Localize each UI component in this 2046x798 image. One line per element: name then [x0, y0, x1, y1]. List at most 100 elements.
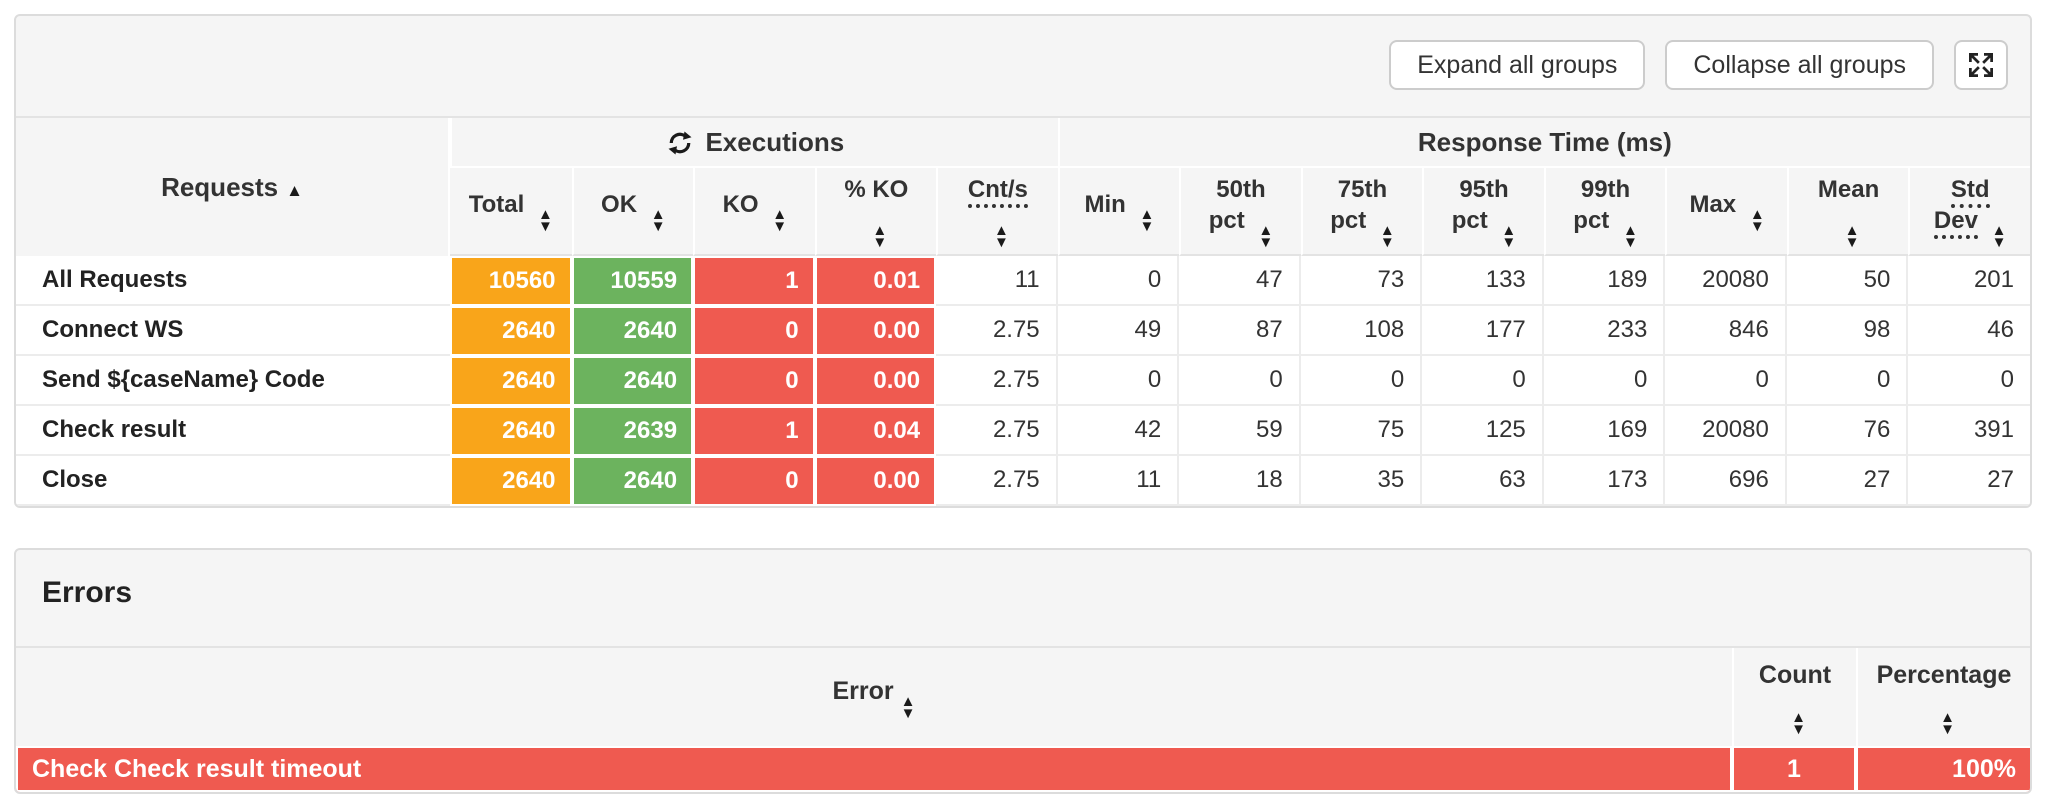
- stat-cell-p75: 73: [1300, 256, 1423, 306]
- stat-cell-max: 0: [1665, 356, 1787, 406]
- stat-cell-cnt_s: 2.75: [936, 406, 1058, 456]
- toolbar: Expand all groups Collapse all groups: [16, 16, 2030, 118]
- column-header-ok[interactable]: OK ▲ ▼: [571, 168, 694, 256]
- column-label: Total: [468, 191, 525, 218]
- sort-icon: ▲ ▼: [1991, 221, 2007, 251]
- request-name: Connect WS: [16, 306, 450, 356]
- fullscreen-button[interactable]: [1954, 40, 2008, 90]
- column-header-percentage[interactable]: Percentage ▲ ▼: [1856, 648, 2030, 746]
- column-header-ko_pct[interactable]: % KO ▲ ▼: [814, 168, 937, 256]
- stat-cell-p95: 63: [1422, 456, 1544, 506]
- stat-cell-p50: 0: [1179, 356, 1301, 406]
- column-header-total[interactable]: Total ▲ ▼: [450, 168, 572, 256]
- column-label: pct: [1330, 206, 1367, 234]
- sort-icon: ▲ ▼: [772, 206, 788, 235]
- stat-cell-std: 391: [1908, 406, 2030, 456]
- errors-header-row: Error ▲ ▼ Count ▲ ▼ Percentage ▲ ▼: [16, 648, 2030, 746]
- stat-cell-p99: 233: [1543, 306, 1666, 356]
- stat-cell-p50: 18: [1179, 456, 1301, 506]
- column-header-error[interactable]: Error ▲ ▼: [16, 648, 1732, 746]
- collapse-all-groups-button[interactable]: Collapse all groups: [1665, 40, 1934, 90]
- stat-cell-cnt_s: 2.75: [936, 356, 1058, 406]
- column-header-std[interactable]: Std Dev ▲ ▼: [1908, 168, 2030, 256]
- stat-cell-total: 2640: [450, 406, 572, 456]
- column-header-p50[interactable]: 50th pct ▲ ▼: [1179, 168, 1301, 256]
- column-header-requests[interactable]: Requests ▲: [16, 118, 450, 256]
- requests-label: Requests: [161, 171, 279, 202]
- stat-cell-ko: 1: [693, 406, 815, 456]
- expand-all-groups-button[interactable]: Expand all groups: [1389, 40, 1646, 90]
- stat-cell-min: 11: [1057, 456, 1180, 506]
- stat-cell-ko_pct: 0.04: [814, 406, 937, 456]
- error-row: Check Check result timeout 1 100%: [16, 746, 2030, 792]
- error-column-label: Error: [832, 676, 894, 705]
- stat-cell-ko: 0: [693, 306, 815, 356]
- stat-cell-ok: 2640: [571, 356, 694, 406]
- sort-icon: ▲ ▼: [650, 206, 666, 235]
- sort-icon: ▲ ▼: [1622, 221, 1638, 251]
- sort-icon: ▲ ▼: [900, 692, 916, 722]
- column-label: 95th: [1459, 175, 1509, 203]
- stat-cell-std: 0: [1908, 356, 2030, 406]
- stat-cell-ko_pct: 0.00: [814, 306, 937, 356]
- stat-cell-std: 27: [1908, 456, 2030, 506]
- stat-cell-ko_pct: 0.01: [814, 256, 937, 306]
- column-header-p95[interactable]: 95th pct ▲ ▼: [1422, 168, 1544, 256]
- stat-cell-p50: 59: [1179, 406, 1301, 456]
- stat-cell-p75: 35: [1300, 456, 1423, 506]
- stat-cell-p95: 0: [1422, 356, 1544, 406]
- errors-table-header: Error ▲ ▼ Count ▲ ▼ Percentage ▲ ▼: [16, 648, 2030, 746]
- stat-cell-total: 2640: [450, 456, 572, 506]
- stat-cell-total: 10560: [450, 256, 572, 306]
- stat-cell-p99: 189: [1543, 256, 1666, 306]
- stat-cell-p99: 0: [1543, 356, 1666, 406]
- sort-ascending-icon: ▲: [286, 180, 303, 200]
- executions-group-label: Executions: [705, 126, 845, 157]
- column-header-min[interactable]: Min ▲ ▼: [1057, 168, 1180, 256]
- stat-cell-ok: 2640: [571, 306, 694, 356]
- stat-cell-mean: 98: [1786, 306, 1909, 356]
- sort-icon: ▲ ▼: [1139, 206, 1155, 235]
- stat-cell-p75: 108: [1300, 306, 1423, 356]
- errors-panel: Errors Error ▲ ▼ Count ▲ ▼ Percentage ▲ ▼ Chec…: [14, 548, 2032, 794]
- column-header-cnt_s[interactable]: Cnt/s ▲ ▼: [936, 168, 1058, 256]
- column-header-ko[interactable]: KO ▲ ▼: [693, 168, 815, 256]
- stat-cell-ko: 1: [693, 256, 815, 306]
- stat-cell-ok: 2640: [571, 456, 694, 506]
- response-time-group-label: Response Time (ms): [1417, 126, 1672, 157]
- request-name: Send ${caseName} Code: [16, 356, 450, 406]
- stat-cell-p95: 125: [1422, 406, 1544, 456]
- sort-icon: ▲ ▼: [1501, 221, 1517, 251]
- stat-cell-cnt_s: 2.75: [936, 306, 1058, 356]
- column-label: 75th: [1337, 175, 1388, 203]
- executions-group-header: Executions: [450, 118, 1058, 168]
- stat-cell-ok: 2639: [571, 406, 694, 456]
- request-name: Check result: [16, 406, 450, 456]
- stat-cell-mean: 27: [1786, 456, 1909, 506]
- column-label: Dev: [1933, 206, 1978, 239]
- column-header-p75[interactable]: 75th pct ▲ ▼: [1300, 168, 1423, 256]
- column-label: KO: [722, 191, 759, 218]
- column-header-p99[interactable]: 99th pct ▲ ▼: [1543, 168, 1666, 256]
- stats-row: Check result 2640 2639 1 0.04 2.75 42 59 75 125 16…: [16, 406, 2030, 456]
- stat-cell-total: 2640: [450, 356, 572, 406]
- errors-panel-title: Errors: [16, 550, 2030, 648]
- fullscreen-icon: [1969, 53, 1993, 77]
- column-label: % KO: [844, 175, 909, 203]
- stat-cell-ko_pct: 0.00: [814, 356, 937, 406]
- stat-cell-p95: 177: [1422, 306, 1544, 356]
- stat-cell-max: 846: [1665, 306, 1787, 356]
- sort-icon: ▲ ▼: [1749, 206, 1765, 235]
- statistics-table-header: Requests ▲ Executions Response Time (ms) …: [16, 118, 2030, 256]
- stat-cell-p50: 47: [1179, 256, 1301, 306]
- refresh-icon: [668, 131, 692, 154]
- errors-table: Error ▲ ▼ Count ▲ ▼ Percentage ▲ ▼ Check Check…: [16, 648, 2030, 792]
- response-time-group-header: Response Time (ms): [1057, 118, 2030, 168]
- stat-cell-max: 20080: [1665, 406, 1787, 456]
- column-header-count[interactable]: Count ▲ ▼: [1732, 648, 1856, 746]
- stat-cell-p50: 87: [1179, 306, 1301, 356]
- column-header-max[interactable]: Max ▲ ▼: [1665, 168, 1787, 256]
- column-label: OK: [601, 191, 638, 218]
- column-header-mean[interactable]: Mean ▲ ▼: [1786, 168, 1909, 256]
- statistics-table-body: All Requests 10560 10559 1 0.01 11 0 47 73 133 189…: [16, 256, 2030, 506]
